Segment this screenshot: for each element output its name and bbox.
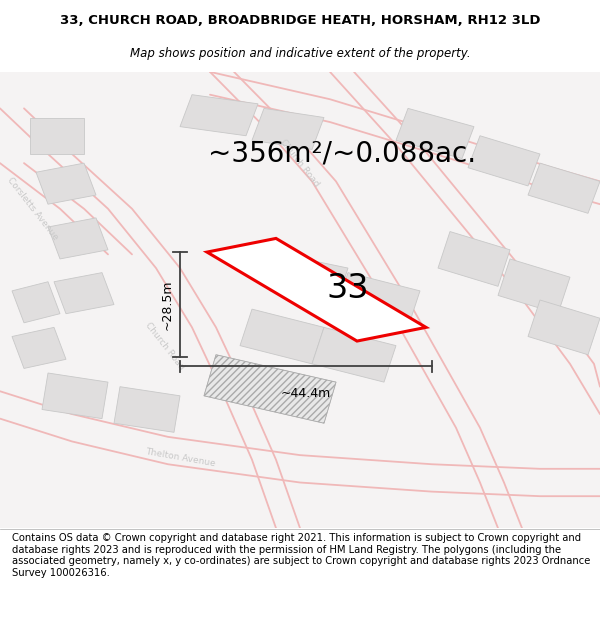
Polygon shape [42, 373, 108, 419]
Polygon shape [312, 328, 396, 382]
Polygon shape [528, 300, 600, 355]
Polygon shape [36, 163, 96, 204]
Polygon shape [270, 254, 348, 304]
Polygon shape [30, 118, 84, 154]
Polygon shape [240, 309, 324, 364]
Polygon shape [180, 94, 258, 136]
Polygon shape [207, 238, 426, 341]
Polygon shape [114, 387, 180, 432]
Text: 33, CHURCH ROAD, BROADBRIDGE HEATH, HORSHAM, RH12 3LD: 33, CHURCH ROAD, BROADBRIDGE HEATH, HORS… [60, 14, 540, 27]
Polygon shape [12, 282, 60, 322]
Polygon shape [438, 231, 510, 286]
Polygon shape [12, 328, 66, 368]
Text: Church Road: Church Road [144, 320, 186, 371]
Text: Corsletts Avenue: Corsletts Avenue [6, 176, 60, 242]
Text: Contains OS data © Crown copyright and database right 2021. This information is : Contains OS data © Crown copyright and d… [12, 533, 590, 578]
Polygon shape [204, 355, 336, 423]
Text: ~28.5m: ~28.5m [160, 279, 173, 330]
Text: ~44.4m: ~44.4m [281, 387, 331, 400]
Text: Map shows position and indicative extent of the property.: Map shows position and indicative extent… [130, 47, 470, 59]
Polygon shape [204, 355, 336, 423]
Text: 33: 33 [327, 272, 369, 305]
Polygon shape [468, 136, 540, 186]
Polygon shape [396, 108, 474, 159]
Text: Thelton Avenue: Thelton Avenue [145, 447, 215, 468]
Polygon shape [48, 218, 108, 259]
Polygon shape [528, 163, 600, 213]
Polygon shape [54, 272, 114, 314]
Text: ~356m²/~0.088ac.: ~356m²/~0.088ac. [208, 140, 476, 168]
Polygon shape [336, 272, 420, 328]
Polygon shape [252, 108, 324, 149]
Text: Church Road: Church Road [279, 138, 321, 189]
Polygon shape [498, 259, 570, 314]
